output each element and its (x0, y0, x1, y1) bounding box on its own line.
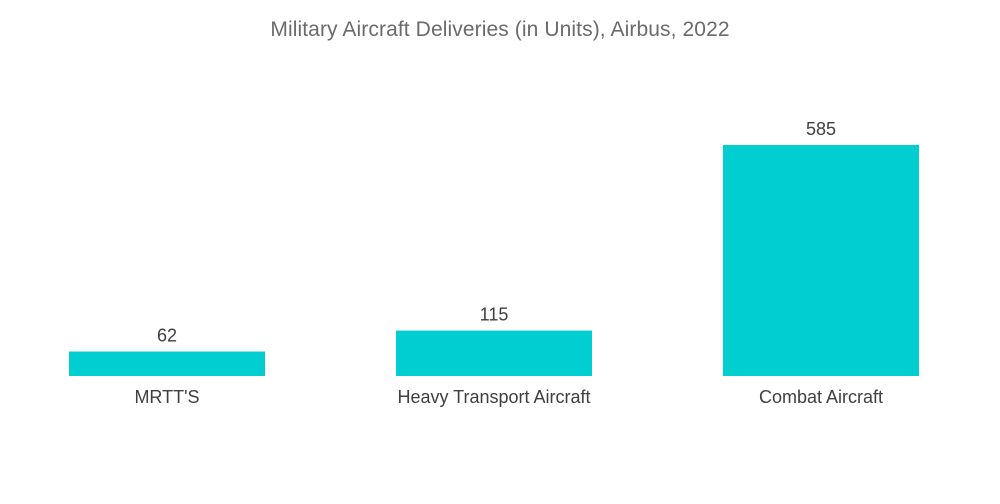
bar-heavy-transport-aircraft (396, 330, 592, 376)
bars-layer (69, 145, 919, 376)
value-label-mrtt-s: 62 (157, 326, 177, 346)
value-labels-layer: 62 115 585 (157, 119, 836, 346)
bar-combat-aircraft (723, 145, 919, 376)
category-label-combat-aircraft: Combat Aircraft (759, 387, 883, 407)
chart-title: Military Aircraft Deliveries (in Units),… (270, 18, 730, 41)
category-label-heavy-transport-aircraft: Heavy Transport Aircraft (397, 387, 590, 407)
value-label-combat-aircraft: 585 (806, 119, 836, 139)
category-labels-layer: MRTT'S Heavy Transport Aircraft Combat Air… (134, 387, 883, 407)
category-label-mrtt-s: MRTT'S (134, 387, 199, 407)
value-label-heavy-transport-aircraft: 115 (480, 305, 509, 325)
bar-mrtt-s (69, 351, 265, 376)
